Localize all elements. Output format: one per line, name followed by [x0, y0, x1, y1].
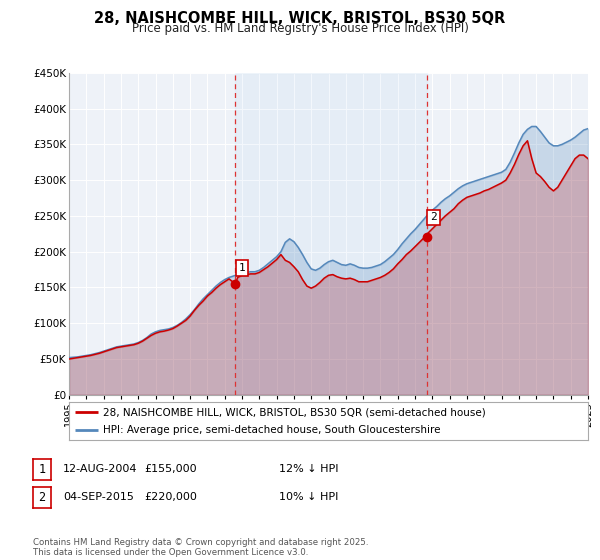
Text: 10% ↓ HPI: 10% ↓ HPI [279, 492, 338, 502]
Text: 04-SEP-2015: 04-SEP-2015 [63, 492, 134, 502]
Text: £155,000: £155,000 [144, 464, 197, 474]
Bar [235, 73, 427, 395]
Text: Price paid vs. HM Land Registry's House Price Index (HPI): Price paid vs. HM Land Registry's House … [131, 22, 469, 35]
Text: 1: 1 [38, 463, 46, 476]
Text: Contains HM Land Registry data © Crown copyright and database right 2025.
This d: Contains HM Land Registry data © Crown c… [33, 538, 368, 557]
Text: 2: 2 [430, 212, 437, 222]
Text: HPI: Average price, semi-detached house, South Gloucestershire: HPI: Average price, semi-detached house,… [103, 425, 440, 435]
Text: 28, NAISHCOMBE HILL, WICK, BRISTOL, BS30 5QR: 28, NAISHCOMBE HILL, WICK, BRISTOL, BS30… [94, 11, 506, 26]
Text: £220,000: £220,000 [144, 492, 197, 502]
Text: 2: 2 [38, 491, 46, 504]
Text: 12-AUG-2004: 12-AUG-2004 [63, 464, 137, 474]
Text: 28, NAISHCOMBE HILL, WICK, BRISTOL, BS30 5QR (semi-detached house): 28, NAISHCOMBE HILL, WICK, BRISTOL, BS30… [103, 407, 485, 417]
Text: 12% ↓ HPI: 12% ↓ HPI [279, 464, 338, 474]
Text: 1: 1 [239, 263, 245, 273]
